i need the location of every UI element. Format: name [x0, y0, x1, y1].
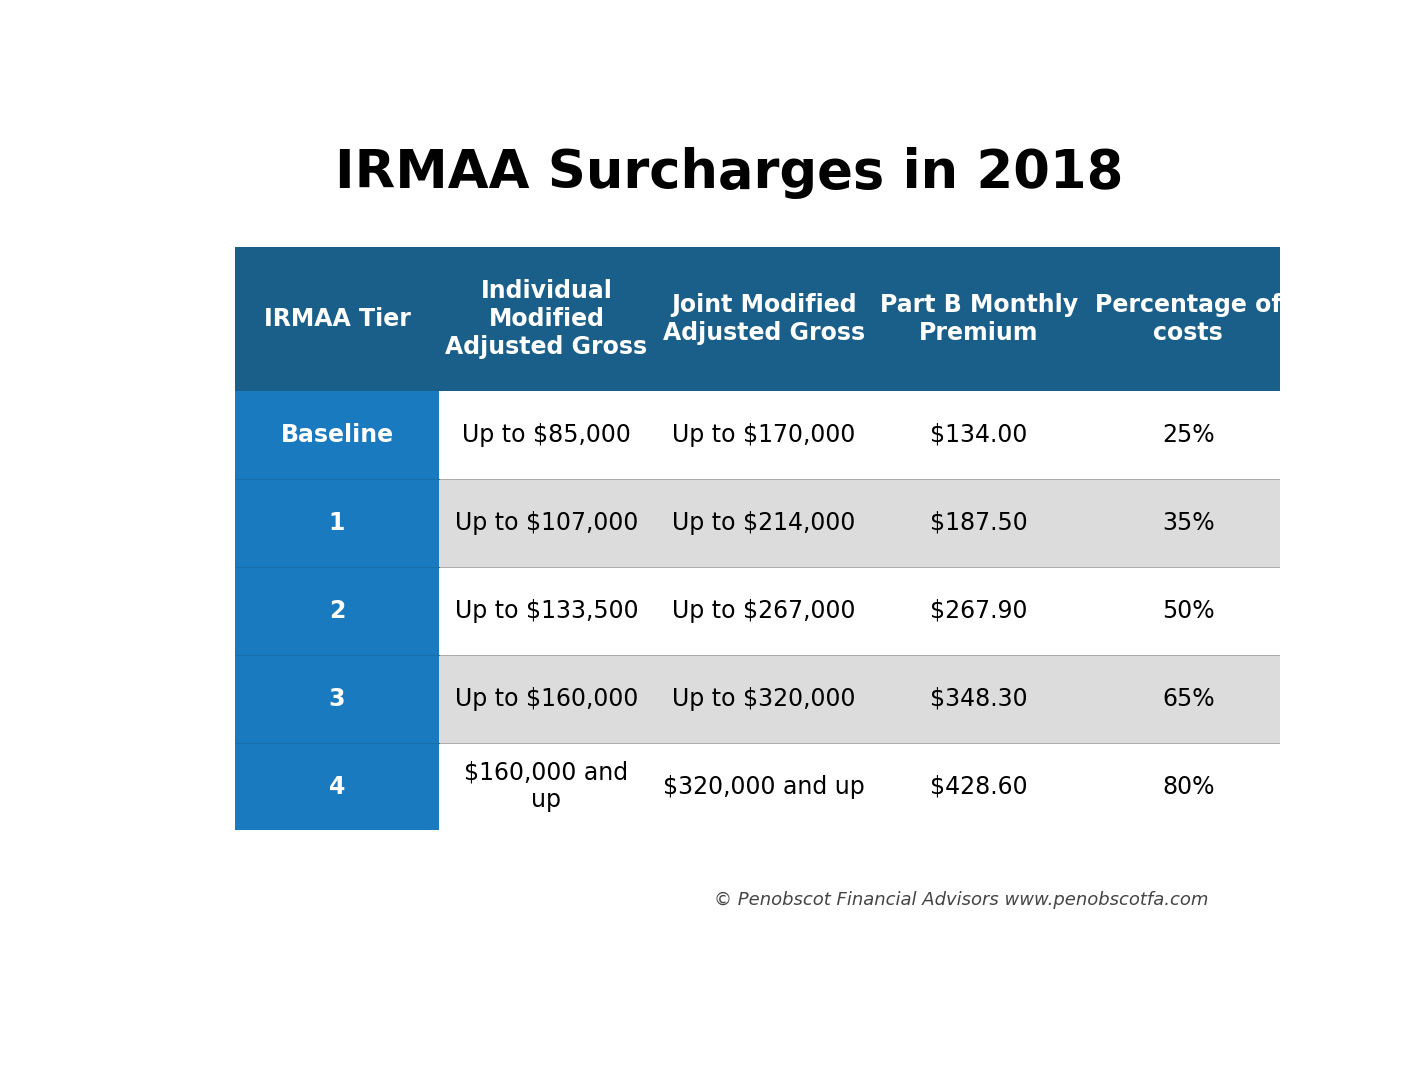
Text: $428.60: $428.60 [930, 775, 1028, 798]
Text: Joint Modified
Adjusted Gross: Joint Modified Adjusted Gross [663, 293, 865, 345]
FancyBboxPatch shape [654, 391, 875, 479]
Text: 25%: 25% [1162, 423, 1214, 447]
FancyBboxPatch shape [235, 248, 439, 391]
FancyBboxPatch shape [439, 479, 654, 567]
FancyBboxPatch shape [1084, 479, 1293, 567]
Text: $134.00: $134.00 [930, 423, 1028, 447]
FancyBboxPatch shape [235, 655, 439, 743]
Text: $187.50: $187.50 [930, 511, 1028, 535]
Text: 3: 3 [328, 687, 346, 711]
FancyBboxPatch shape [875, 391, 1084, 479]
Text: IRMAA Surcharges in 2018: IRMAA Surcharges in 2018 [334, 147, 1123, 200]
FancyBboxPatch shape [875, 567, 1084, 655]
FancyBboxPatch shape [875, 655, 1084, 743]
Text: Part B Monthly
Premium: Part B Monthly Premium [880, 293, 1078, 345]
Text: 65%: 65% [1162, 687, 1214, 711]
FancyBboxPatch shape [875, 479, 1084, 567]
FancyBboxPatch shape [654, 567, 875, 655]
Text: 80%: 80% [1162, 775, 1214, 798]
Text: Up to $320,000: Up to $320,000 [673, 687, 856, 711]
Text: $160,000 and
up: $160,000 and up [465, 761, 629, 812]
Text: Individual
Modified
Adjusted Gross: Individual Modified Adjusted Gross [445, 280, 647, 359]
Text: Up to $85,000: Up to $85,000 [462, 423, 631, 447]
Text: IRMAA Tier: IRMAA Tier [263, 307, 411, 331]
FancyBboxPatch shape [1084, 567, 1293, 655]
Text: Up to $214,000: Up to $214,000 [673, 511, 856, 535]
FancyBboxPatch shape [654, 479, 875, 567]
FancyBboxPatch shape [439, 248, 654, 391]
FancyBboxPatch shape [654, 248, 875, 391]
FancyBboxPatch shape [1084, 655, 1293, 743]
Text: 2: 2 [328, 599, 346, 623]
Text: © Penobscot Financial Advisors www.penobscotfa.com: © Penobscot Financial Advisors www.penob… [714, 891, 1209, 909]
Text: Up to $160,000: Up to $160,000 [455, 687, 638, 711]
Text: $348.30: $348.30 [930, 687, 1028, 711]
Text: $267.90: $267.90 [930, 599, 1028, 623]
FancyBboxPatch shape [439, 655, 654, 743]
FancyBboxPatch shape [439, 567, 654, 655]
Text: Up to $170,000: Up to $170,000 [673, 423, 856, 447]
Text: Percentage of
costs: Percentage of costs [1095, 293, 1281, 345]
FancyBboxPatch shape [875, 248, 1084, 391]
FancyBboxPatch shape [875, 743, 1084, 830]
Text: 50%: 50% [1162, 599, 1214, 623]
FancyBboxPatch shape [439, 743, 654, 830]
Text: 4: 4 [328, 775, 346, 798]
Text: Up to $267,000: Up to $267,000 [673, 599, 856, 623]
FancyBboxPatch shape [235, 391, 439, 479]
Text: Baseline: Baseline [280, 423, 394, 447]
FancyBboxPatch shape [235, 567, 439, 655]
FancyBboxPatch shape [439, 391, 654, 479]
FancyBboxPatch shape [1084, 248, 1293, 391]
FancyBboxPatch shape [654, 655, 875, 743]
Text: 35%: 35% [1162, 511, 1214, 535]
Text: $320,000 and up: $320,000 and up [663, 775, 865, 798]
FancyBboxPatch shape [1084, 391, 1293, 479]
FancyBboxPatch shape [1084, 743, 1293, 830]
FancyBboxPatch shape [235, 743, 439, 830]
FancyBboxPatch shape [654, 743, 875, 830]
Text: Up to $107,000: Up to $107,000 [455, 511, 638, 535]
FancyBboxPatch shape [235, 479, 439, 567]
Text: 1: 1 [328, 511, 346, 535]
Text: Up to $133,500: Up to $133,500 [455, 599, 638, 623]
